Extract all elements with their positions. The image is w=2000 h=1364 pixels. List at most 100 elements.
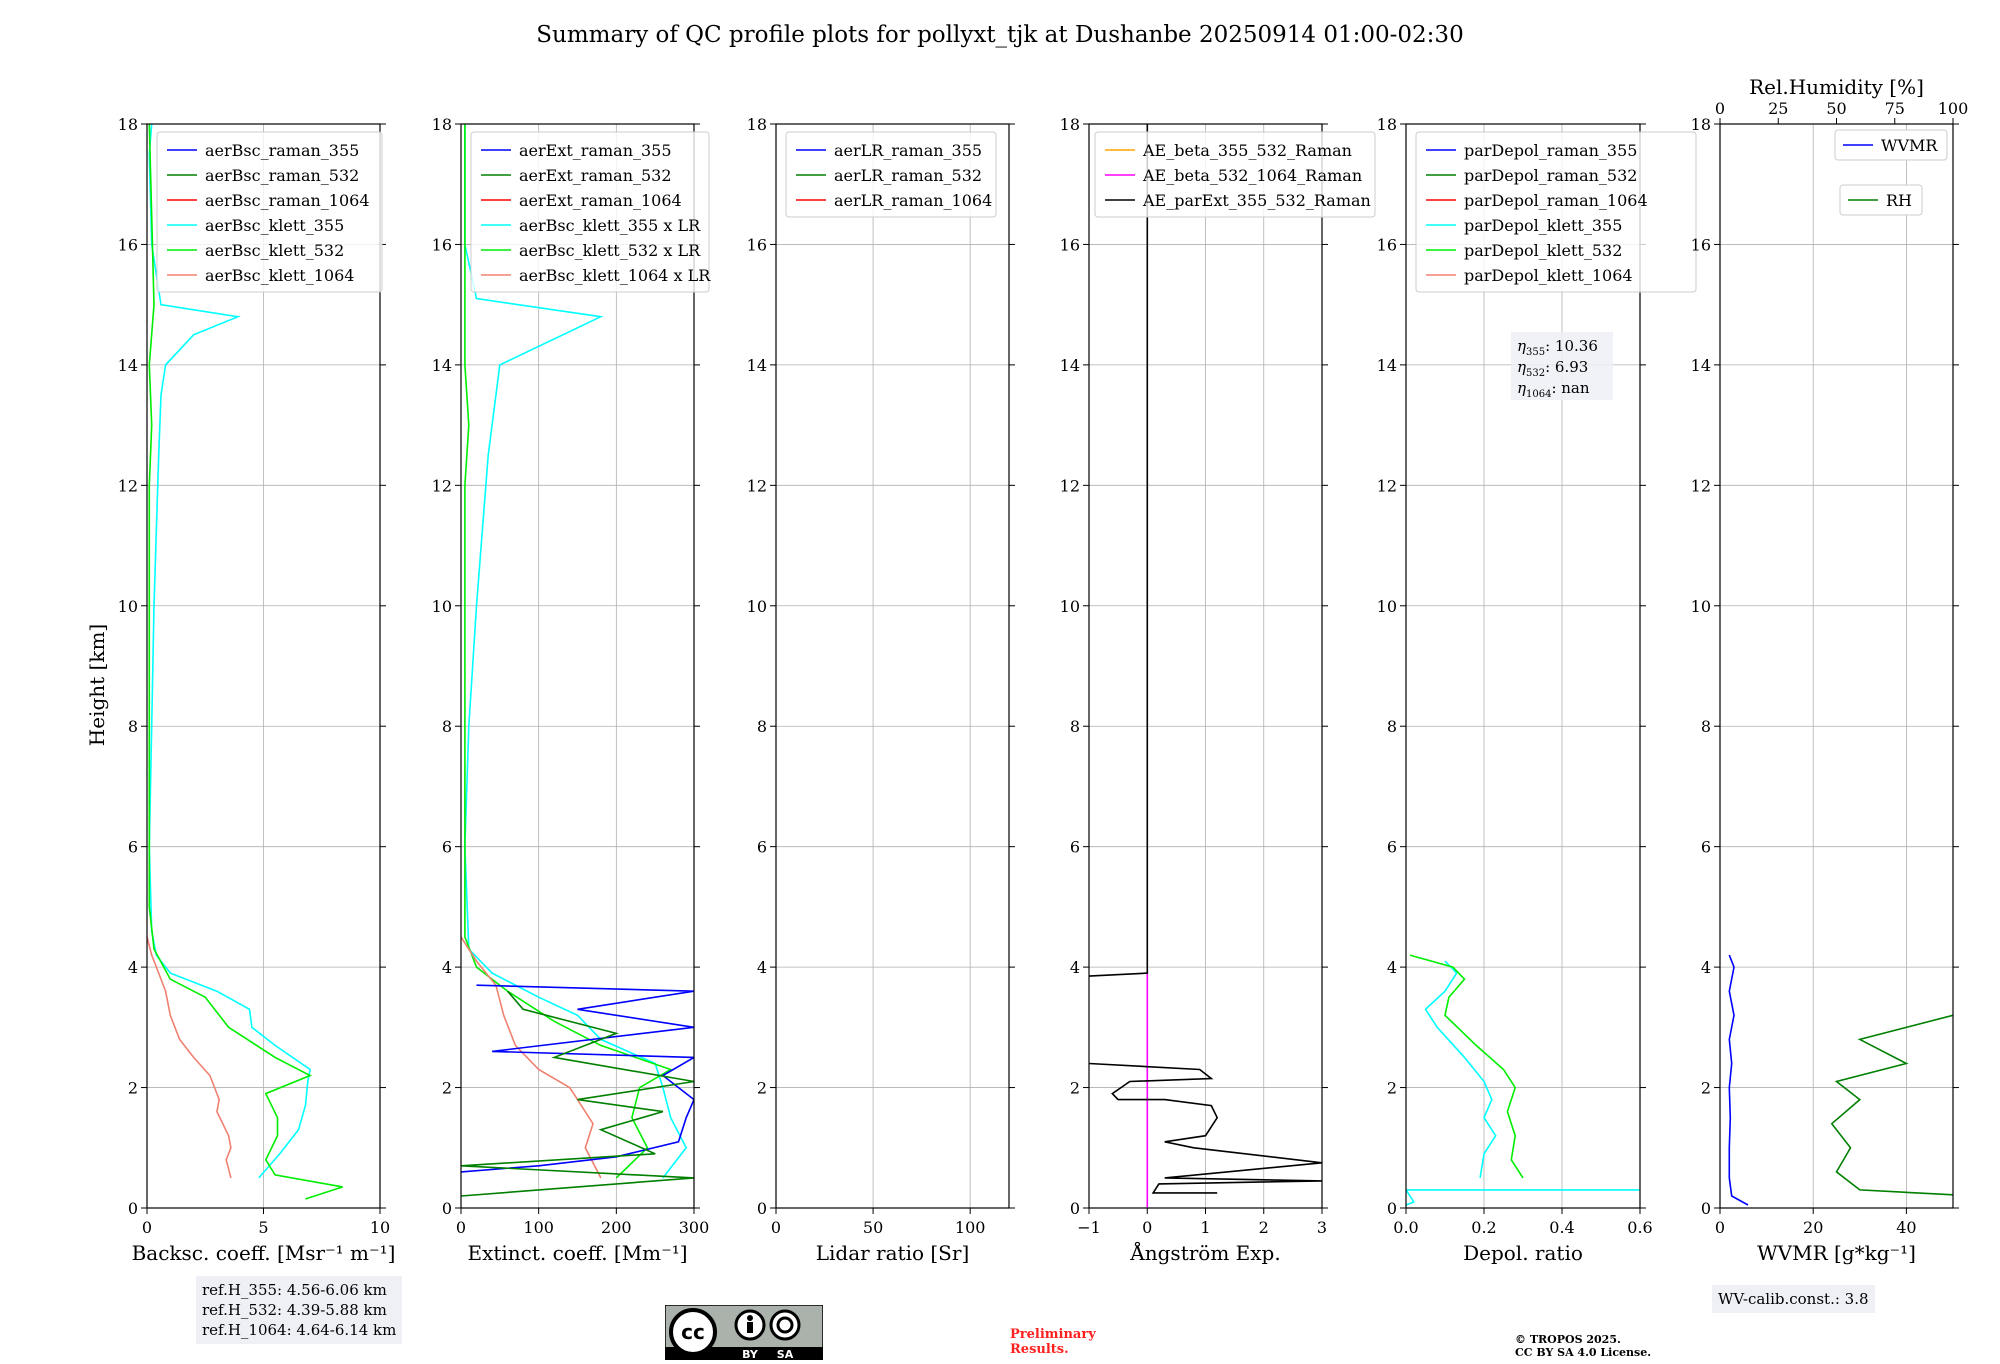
- y-tick-label: 10: [1691, 597, 1711, 616]
- x-tick-label: 0: [1715, 1218, 1725, 1237]
- y-tick-label: 18: [118, 115, 138, 134]
- y-tick-label: 10: [1377, 597, 1397, 616]
- x-tick-label: 0.4: [1549, 1218, 1574, 1237]
- y-tick-label: 4: [1070, 958, 1080, 977]
- y-tick-label: 18: [747, 115, 767, 134]
- legend-entry: aerBsc_raman_1064: [205, 191, 370, 210]
- legend-entry: aerExt_raman_1064: [519, 191, 682, 210]
- ref-height-355: ref.H_355: 4.56-6.06 km: [202, 1281, 387, 1299]
- cc-license-logo: cc BY SA: [664, 1304, 824, 1361]
- y-tick-label: 18: [1377, 115, 1397, 134]
- y-tick-label: 4: [442, 958, 452, 977]
- y-tick-label: 16: [747, 235, 767, 254]
- annotation-text: η1064: nan: [1517, 379, 1590, 400]
- series-line-parDepol_klett_355: [1424, 960, 1497, 1179]
- panel-1: 0 5 10 0 2 4 6 8 10 12 14 16 18 Backsc. coeff. [Msr⁻¹…: [118, 115, 396, 1265]
- legend-entry: parDepol_raman_532: [1464, 166, 1637, 185]
- legend-entry: RH: [1886, 191, 1912, 210]
- legend-entry: AE_beta_532_1064_Raman: [1142, 166, 1362, 185]
- y-tick-label: 8: [128, 717, 138, 736]
- copyright-line-1: © TROPOS 2025.: [1515, 1333, 1621, 1346]
- x-tick-label: 100: [955, 1218, 986, 1237]
- y-tick-label: 10: [747, 597, 767, 616]
- legend-box: [156, 131, 383, 293]
- x-axis-label: Extinct. coeff. [Mm⁻¹]: [467, 1241, 687, 1265]
- legend-entry: aerLR_raman_355: [834, 141, 982, 160]
- cc-sa-text: SA: [777, 1348, 794, 1360]
- x-tick-label: 0: [1142, 1218, 1152, 1237]
- x-axis-label: Ångström Exp.: [1129, 1240, 1280, 1265]
- y-tick-label: 10: [432, 597, 452, 616]
- legend-entry: parDepol_klett_355: [1464, 216, 1622, 235]
- y-tick-label: 14: [1060, 356, 1080, 375]
- y-tick-label: 2: [128, 1079, 138, 1098]
- legend-entry: parDepol_raman_1064: [1464, 191, 1648, 210]
- legend-entry: WVMR: [1881, 136, 1938, 155]
- y-tick-label: 2: [442, 1079, 452, 1098]
- panel-2: 0 100 200 300 0 2 4 6 8 10 12 14 16 18 Extinct. coeff.…: [432, 115, 712, 1265]
- y-tick-label: 6: [1701, 838, 1711, 857]
- reference-height-box: ref.H_355: 4.56-6.06 km ref.H_532: 4.39-…: [196, 1276, 403, 1344]
- x-tick-label: 300: [679, 1218, 710, 1237]
- x-tick-label: 100: [523, 1218, 554, 1237]
- x-tick-label: −1: [1077, 1218, 1101, 1237]
- y-tick-label: 16: [1691, 235, 1711, 254]
- annotation-subscript: 532: [1526, 368, 1545, 379]
- x-tick-label: 5: [258, 1218, 268, 1237]
- series-line-aerBsc_klett_532: [148, 124, 343, 1200]
- x2-tick-label: 25: [1768, 99, 1788, 118]
- preliminary-line-2: Results.: [1010, 1342, 1069, 1357]
- x2-tick-label: 75: [1885, 99, 1905, 118]
- y-tick-label: 18: [432, 115, 452, 134]
- x-tick-label: 200: [601, 1218, 632, 1237]
- y-tick-label: 16: [1377, 235, 1397, 254]
- x2-tick-label: 0: [1715, 99, 1725, 118]
- x-tick-label: 3: [1317, 1218, 1327, 1237]
- y-tick-label: 12: [1691, 476, 1711, 495]
- y-tick-label: 0: [442, 1199, 452, 1218]
- annotation-text: η355: 10.36: [1517, 337, 1598, 358]
- legend-box: [1834, 129, 1948, 161]
- legend-entry: aerBsc_klett_1064 x LR: [519, 266, 711, 285]
- x2-axis-label: Rel.Humidity [%]: [1749, 75, 1924, 99]
- legend-entry: AE_parExt_355_532_Raman: [1142, 191, 1371, 210]
- series-line-aerBsc_klett_532 x LR: [464, 124, 673, 1179]
- x-axis-label: WVMR [g*kg⁻¹]: [1757, 1241, 1916, 1265]
- y-tick-label: 0: [128, 1199, 138, 1218]
- y-tick-label: 16: [432, 235, 452, 254]
- series-line-AE_parExt_355_532_Raman: [1089, 124, 1149, 977]
- y-tick-label: 16: [1060, 235, 1080, 254]
- y-tick-label: 12: [432, 476, 452, 495]
- y-tick-label: 16: [118, 235, 138, 254]
- y-tick-label: 10: [118, 597, 138, 616]
- annotation-symbol: η: [1517, 358, 1526, 376]
- annotation-value: : nan: [1551, 379, 1589, 397]
- legend-entry: parDepol_klett_532: [1464, 241, 1622, 260]
- panel-6: 0 20 40 0 25 50 75 100 Rel.Humidity [%] 0 2 4 6 8 10 12…: [1691, 75, 1969, 1265]
- legend-entry: aerBsc_klett_355: [205, 216, 344, 235]
- y-tick-label: 14: [1377, 356, 1397, 375]
- legend-box: [1839, 184, 1923, 216]
- legend-entry: aerBsc_raman_532: [205, 166, 359, 185]
- x-tick-label: 0: [142, 1218, 152, 1237]
- y-tick-label: 0: [1701, 1199, 1711, 1218]
- legend-entry: aerBsc_raman_355: [205, 141, 359, 160]
- x-tick-label: 50: [863, 1218, 883, 1237]
- legend-entry: aerLR_raman_532: [834, 166, 982, 185]
- copyright-line-2: CC BY SA 4.0 License.: [1515, 1346, 1652, 1359]
- y-tick-label: 18: [1691, 115, 1711, 134]
- y-tick-label: 2: [1387, 1079, 1397, 1098]
- x2-tick-label: 100: [1938, 99, 1969, 118]
- y-tick-label: 6: [757, 838, 767, 857]
- y-tick-label: 10: [1060, 597, 1080, 616]
- x-tick-label: 0: [771, 1218, 781, 1237]
- annotation-box: [1511, 332, 1613, 400]
- legend-entry: parDepol_raman_355: [1464, 141, 1637, 160]
- page-title: Summary of QC profile plots for pollyxt_…: [536, 22, 1464, 48]
- x-tick-label: 0.2: [1471, 1218, 1496, 1237]
- x-tick-label: 2: [1259, 1218, 1269, 1237]
- legend-box: [785, 131, 997, 218]
- series-line-WVMR: [1728, 954, 1749, 1206]
- y-tick-label: 2: [1701, 1079, 1711, 1098]
- x-tick-label: 40: [1896, 1218, 1916, 1237]
